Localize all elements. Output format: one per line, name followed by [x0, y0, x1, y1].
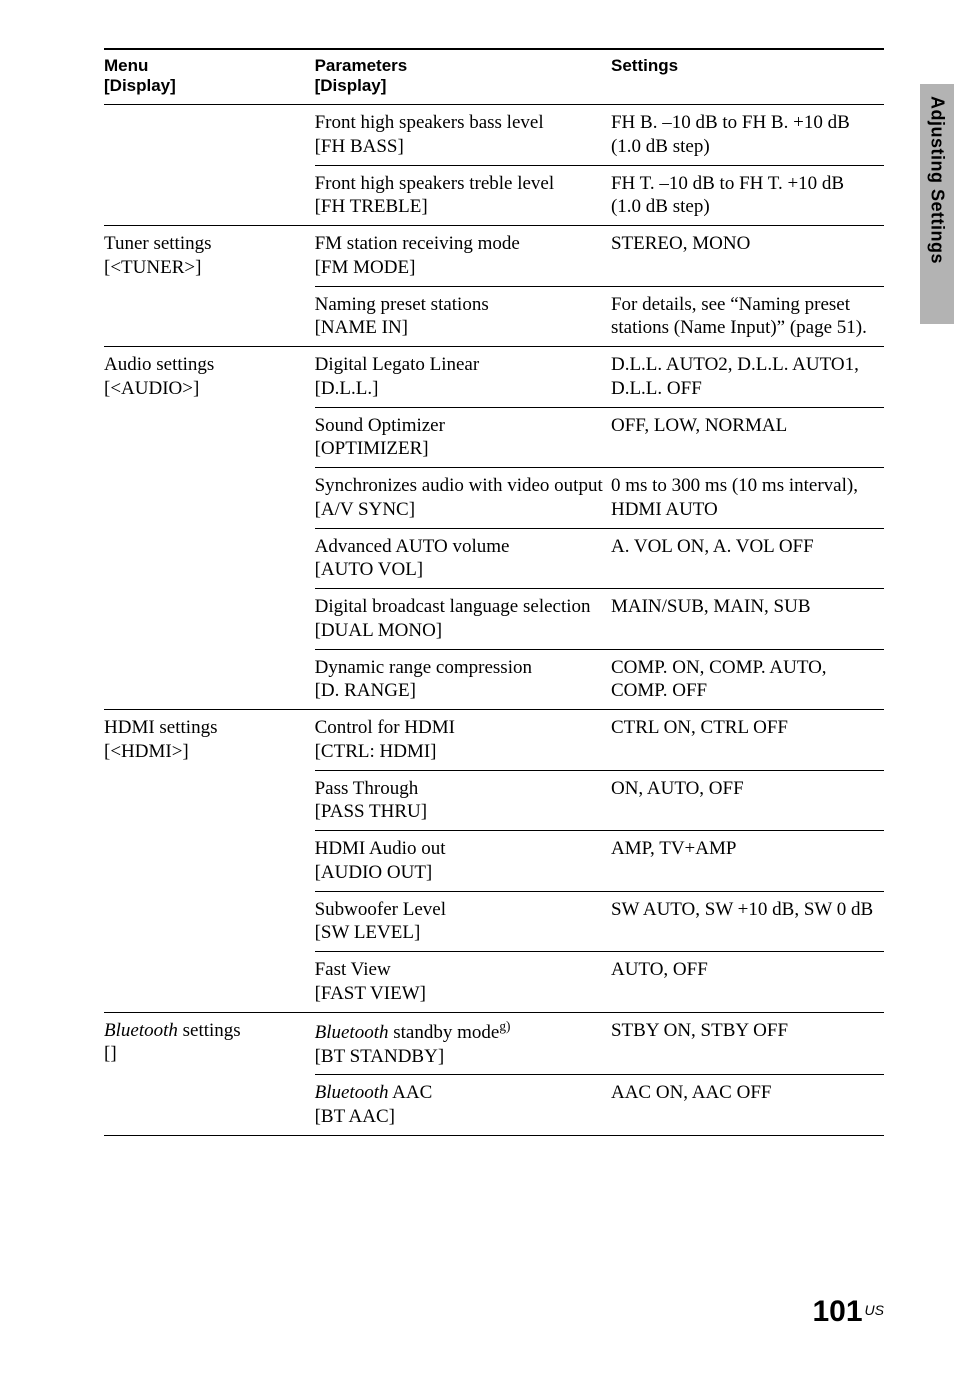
menu-label: Bluetooth settings[] — [104, 1020, 241, 1065]
setting-cell: FH T. –10 dB to FH T. +10 dB (1.0 dB ste… — [611, 165, 884, 226]
parameter-cell: Control for HDMI [CTRL: HDMI] — [315, 710, 611, 771]
setting-label: MAIN/SUB, MAIN, SUB — [611, 596, 811, 617]
setting-cell: STEREO, MONO — [611, 226, 884, 287]
parameter-label: Synchronizes audio with video output [A/… — [315, 475, 603, 520]
parameter-cell: Subwoofer Level [SW LEVEL] — [315, 891, 611, 952]
setting-cell: OFF, LOW, NORMAL — [611, 407, 884, 468]
setting-label: AAC ON, AAC OFF — [611, 1082, 771, 1103]
setting-label: COMP. ON, COMP. AUTO, COMP. OFF — [611, 657, 827, 702]
parameter-label: Naming preset stations [NAME IN] — [315, 294, 489, 339]
parameter-cell: Synchronizes audio with video output [A/… — [315, 468, 611, 529]
menu-cell: Audio settings [<AUDIO>] — [104, 347, 315, 710]
page: Adjusting Settings Menu [Display] Parame… — [0, 0, 954, 1373]
setting-label: SW AUTO, SW +10 dB, SW 0 dB — [611, 899, 873, 920]
parameter-label: Bluetooth standby modeg)[BT STANDBY] — [315, 1022, 511, 1067]
setting-cell: AUTO, OFF — [611, 952, 884, 1013]
setting-cell: For details, see “Naming preset stations… — [611, 286, 884, 347]
setting-cell: FH B. –10 dB to FH B. +10 dB (1.0 dB ste… — [611, 105, 884, 166]
setting-label: FH B. –10 dB to FH B. +10 dB (1.0 dB ste… — [611, 112, 850, 157]
header-parameters: Parameters [Display] — [315, 49, 611, 105]
parameter-label: HDMI Audio out [AUDIO OUT] — [315, 838, 446, 883]
page-number: 101US — [812, 1295, 884, 1329]
parameter-cell: Fast View [FAST VIEW] — [315, 952, 611, 1013]
settings-table: Menu [Display] Parameters [Display] Sett… — [104, 48, 884, 1136]
header-menu: Menu [Display] — [104, 49, 315, 105]
parameter-cell: Front high speakers bass level [FH BASS] — [315, 105, 611, 166]
setting-cell: 0 ms to 300 ms (10 ms interval), HDMI AU… — [611, 468, 884, 529]
section-tab-label: Adjusting Settings — [927, 96, 948, 264]
table-header-row: Menu [Display] Parameters [Display] Sett… — [104, 49, 884, 105]
setting-cell: SW AUTO, SW +10 dB, SW 0 dB — [611, 891, 884, 952]
menu-cell: Bluetooth settings[] — [104, 1012, 315, 1135]
menu-label: Tuner settings [<TUNER>] — [104, 233, 212, 278]
parameter-cell: Digital Legato Linear [D.L.L.] — [315, 347, 611, 408]
parameter-cell: Digital broadcast language selection [DU… — [315, 589, 611, 650]
parameter-cell: Naming preset stations [NAME IN] — [315, 286, 611, 347]
parameter-label: Advanced AUTO volume [AUTO VOL] — [315, 536, 510, 581]
table-row: Audio settings [<AUDIO>] Digital Legato L… — [104, 347, 884, 408]
setting-label: AMP, TV+AMP — [611, 838, 736, 859]
setting-label: ON, AUTO, OFF — [611, 778, 744, 799]
setting-label: D.L.L. AUTO2, D.L.L. AUTO1, D.L.L. OFF — [611, 354, 859, 399]
setting-label: CTRL ON, CTRL OFF — [611, 717, 788, 738]
setting-cell: AMP, TV+AMP — [611, 831, 884, 892]
parameter-label: FM station receiving mode [FM MODE] — [315, 233, 520, 278]
menu-label: HDMI settings [<HDMI>] — [104, 717, 217, 762]
setting-label: For details, see “Naming preset stations… — [611, 294, 867, 339]
page-number-value: 101 — [812, 1295, 862, 1328]
setting-label: FH T. –10 dB to FH T. +10 dB (1.0 dB ste… — [611, 173, 844, 218]
parameter-cell: Bluetooth standby modeg)[BT STANDBY] — [315, 1012, 611, 1075]
setting-label: STEREO, MONO — [611, 233, 750, 254]
table-row: Front high speakers bass level [FH BASS]… — [104, 105, 884, 166]
parameter-cell: HDMI Audio out [AUDIO OUT] — [315, 831, 611, 892]
table-body: Front high speakers bass level [FH BASS]… — [104, 105, 884, 1136]
setting-label: STBY ON, STBY OFF — [611, 1020, 788, 1041]
parameter-label: Digital Legato Linear [D.L.L.] — [315, 354, 480, 399]
setting-cell: MAIN/SUB, MAIN, SUB — [611, 589, 884, 650]
table-row: Tuner settings [<TUNER>] FM station recei… — [104, 226, 884, 287]
parameter-label: Front high speakers treble level [FH TRE… — [315, 173, 555, 218]
parameter-label: Front high speakers bass level [FH BASS] — [315, 112, 544, 157]
parameter-label: Bluetooth AAC[BT AAC] — [315, 1082, 433, 1127]
setting-cell: ON, AUTO, OFF — [611, 770, 884, 831]
setting-cell: STBY ON, STBY OFF — [611, 1012, 884, 1075]
menu-cell: Tuner settings [<TUNER>] — [104, 226, 315, 347]
setting-label: 0 ms to 300 ms (10 ms interval), HDMI AU… — [611, 475, 858, 520]
table-row: Bluetooth settings[] Bluetooth standby mo… — [104, 1012, 884, 1075]
setting-cell: CTRL ON, CTRL OFF — [611, 710, 884, 771]
menu-label: Audio settings [<AUDIO>] — [104, 354, 214, 399]
parameter-cell: Bluetooth AAC[BT AAC] — [315, 1075, 611, 1136]
parameter-cell: Sound Optimizer [OPTIMIZER] — [315, 407, 611, 468]
page-number-region: US — [865, 1302, 884, 1318]
parameter-label: Sound Optimizer [OPTIMIZER] — [315, 415, 445, 460]
parameter-label: Fast View [FAST VIEW] — [315, 959, 426, 1004]
setting-label: OFF, LOW, NORMAL — [611, 415, 787, 436]
parameter-cell: FM station receiving mode [FM MODE] — [315, 226, 611, 287]
setting-cell: A. VOL ON, A. VOL OFF — [611, 528, 884, 589]
parameter-cell: Pass Through [PASS THRU] — [315, 770, 611, 831]
parameter-cell: Dynamic range compression [D. RANGE] — [315, 649, 611, 710]
menu-cell: HDMI settings [<HDMI>] — [104, 710, 315, 1013]
menu-cell — [104, 105, 315, 226]
parameter-label: Subwoofer Level [SW LEVEL] — [315, 899, 446, 944]
header-settings: Settings — [611, 49, 884, 105]
section-tab: Adjusting Settings — [920, 84, 954, 324]
parameter-label: Dynamic range compression [D. RANGE] — [315, 657, 532, 702]
setting-cell: AAC ON, AAC OFF — [611, 1075, 884, 1136]
parameter-cell: Advanced AUTO volume [AUTO VOL] — [315, 528, 611, 589]
setting-cell: COMP. ON, COMP. AUTO, COMP. OFF — [611, 649, 884, 710]
setting-label: A. VOL ON, A. VOL OFF — [611, 536, 814, 557]
parameter-cell: Front high speakers treble level [FH TRE… — [315, 165, 611, 226]
table-row: HDMI settings [<HDMI>] Control for HDMI [… — [104, 710, 884, 771]
setting-label: AUTO, OFF — [611, 959, 708, 980]
parameter-label: Control for HDMI [CTRL: HDMI] — [315, 717, 455, 762]
parameter-label: Digital broadcast language selection [DU… — [315, 596, 591, 641]
setting-cell: D.L.L. AUTO2, D.L.L. AUTO1, D.L.L. OFF — [611, 347, 884, 408]
parameter-label: Pass Through [PASS THRU] — [315, 778, 427, 823]
